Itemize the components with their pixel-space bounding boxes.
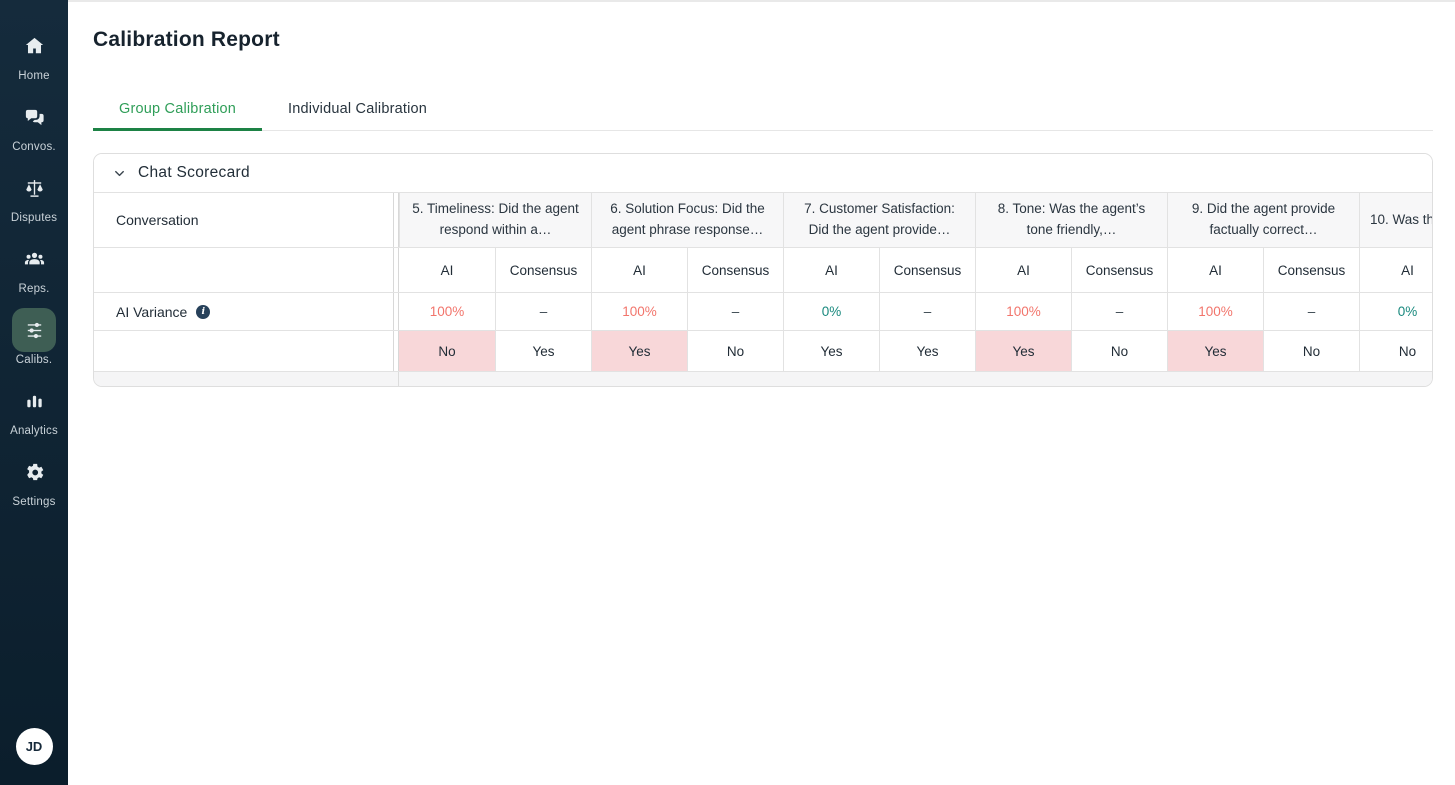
chat-scorecard-panel: Chat Scorecard Conversation 5. Timelines… bbox=[93, 153, 1433, 387]
footer-left-cell bbox=[94, 372, 399, 386]
subheader-consensus: Consensus bbox=[879, 248, 975, 292]
chevron-down-icon bbox=[109, 163, 129, 183]
table-header-row: Conversation 5. Timeliness: Did the agen… bbox=[94, 193, 1432, 248]
ai-variance-label-cell: AI Variance i bbox=[94, 293, 393, 330]
frozen-column-divider bbox=[393, 248, 399, 292]
ai-variance-row: AI Variance i 100% – 100% – 0% – 100% – … bbox=[94, 293, 1432, 331]
chat-scorecard-header[interactable]: Chat Scorecard bbox=[94, 154, 1432, 193]
answer-cell: Yes bbox=[975, 331, 1071, 371]
sidebar: Home Convos. Disputes Reps. Calibs. bbox=[0, 0, 68, 785]
subheader-ai: AI bbox=[975, 248, 1071, 292]
scales-icon bbox=[12, 166, 56, 210]
info-icon[interactable]: i bbox=[196, 304, 211, 319]
table-subheader-row: AI Consensus AI Consensus AI Consensus A… bbox=[94, 248, 1432, 293]
subheader-consensus: Consensus bbox=[495, 248, 591, 292]
variance-cell: – bbox=[687, 293, 783, 330]
variance-cell: 100% bbox=[975, 293, 1071, 330]
sidebar-item-label: Reps. bbox=[18, 283, 50, 295]
question-header: 6. Solution Focus: Did the agent phrase … bbox=[591, 193, 783, 247]
answer-cell: Yes bbox=[495, 331, 591, 371]
conversation-column-empty bbox=[94, 331, 393, 371]
page-title: Calibration Report bbox=[93, 28, 280, 51]
subheader-consensus: Consensus bbox=[1263, 248, 1359, 292]
user-avatar[interactable]: JD bbox=[15, 728, 53, 765]
ai-variance-label: AI Variance bbox=[116, 303, 188, 320]
variance-cell: 0% bbox=[783, 293, 879, 330]
subheader-ai: AI bbox=[783, 248, 879, 292]
frozen-column-divider bbox=[393, 293, 399, 330]
answer-cell: No bbox=[1359, 331, 1432, 371]
question-header: 9. Did the agent provide factually corre… bbox=[1167, 193, 1359, 247]
sidebar-item-disputes[interactable]: Disputes bbox=[0, 166, 68, 224]
question-header: 5. Timeliness: Did the agent respond wit… bbox=[399, 193, 591, 247]
tab-bar: Group Calibration Individual Calibration bbox=[93, 88, 1433, 131]
sidebar-item-reps[interactable]: Reps. bbox=[0, 237, 68, 295]
people-group-icon bbox=[12, 237, 56, 281]
sidebar-item-settings[interactable]: Settings bbox=[0, 450, 68, 508]
sidebar-item-label: Analytics bbox=[10, 425, 58, 437]
sidebar-item-label: Home bbox=[18, 70, 50, 82]
frozen-column-divider bbox=[393, 193, 399, 247]
subheader-ai: AI bbox=[440, 262, 454, 278]
sidebar-item-label: Disputes bbox=[10, 212, 58, 224]
answer-cell: Yes bbox=[783, 331, 879, 371]
variance-cell: – bbox=[1263, 293, 1359, 330]
table-footer-strip bbox=[94, 372, 1432, 386]
variance-cell: 100% bbox=[591, 293, 687, 330]
footer-right-cell bbox=[399, 372, 1432, 386]
variance-cell: 100% bbox=[429, 304, 465, 319]
sidebar-item-label: Settings bbox=[12, 496, 56, 508]
variance-cell: 0% bbox=[1359, 293, 1432, 330]
sidebar-item-calibs[interactable]: Calibs. bbox=[0, 308, 68, 366]
subheader-consensus: Consensus bbox=[687, 248, 783, 292]
question-header: 7. Customer Satisfaction: Did the agent … bbox=[783, 193, 975, 247]
answer-cell: No bbox=[687, 331, 783, 371]
answer-cell: No bbox=[1071, 331, 1167, 371]
subheader-ai: AI bbox=[1359, 248, 1432, 292]
panel-title: Chat Scorecard bbox=[138, 164, 250, 181]
tab-individual-calibration[interactable]: Individual Calibration bbox=[288, 101, 428, 117]
answer-cell: Yes bbox=[591, 331, 687, 371]
conversation-column-header: Conversation bbox=[94, 193, 393, 247]
subheader-ai: AI bbox=[591, 248, 687, 292]
subheader-ai: AI bbox=[1167, 248, 1263, 292]
frozen-column-divider bbox=[393, 331, 399, 371]
sliders-icon bbox=[12, 308, 56, 352]
subheader-consensus: Consensus bbox=[1071, 248, 1167, 292]
variance-cell: – bbox=[1071, 293, 1167, 330]
main-content: Calibration Report Group Calibration Ind… bbox=[68, 0, 1455, 785]
variance-cell: – bbox=[495, 293, 591, 330]
sidebar-item-home[interactable]: Home bbox=[0, 24, 68, 82]
sidebar-item-label: Convos. bbox=[12, 141, 56, 153]
sidebar-item-analytics[interactable]: Analytics bbox=[0, 379, 68, 437]
variance-cell: 100% bbox=[1167, 293, 1263, 330]
sidebar-item-label: Calibs. bbox=[15, 354, 53, 366]
answer-cell: Yes bbox=[879, 331, 975, 371]
gear-icon bbox=[12, 450, 56, 494]
answer-cell: Yes bbox=[1167, 331, 1263, 371]
answer-cell: No bbox=[399, 331, 495, 371]
variance-cell: – bbox=[879, 293, 975, 330]
answer-cell: No bbox=[1263, 331, 1359, 371]
sidebar-item-convos[interactable]: Convos. bbox=[0, 95, 68, 153]
question-header: 10. Was th bbox=[1359, 193, 1432, 247]
bar-chart-icon bbox=[12, 379, 56, 423]
answers-row: No Yes Yes No Yes Yes Yes No Yes No No bbox=[94, 331, 1432, 372]
home-icon bbox=[12, 24, 56, 68]
chat-bubbles-icon bbox=[12, 95, 56, 139]
question-header: 8. Tone: Was the agent’s tone friendly,… bbox=[975, 193, 1167, 247]
tab-group-calibration[interactable]: Group Calibration bbox=[93, 88, 263, 131]
conversation-column-empty bbox=[94, 248, 393, 292]
